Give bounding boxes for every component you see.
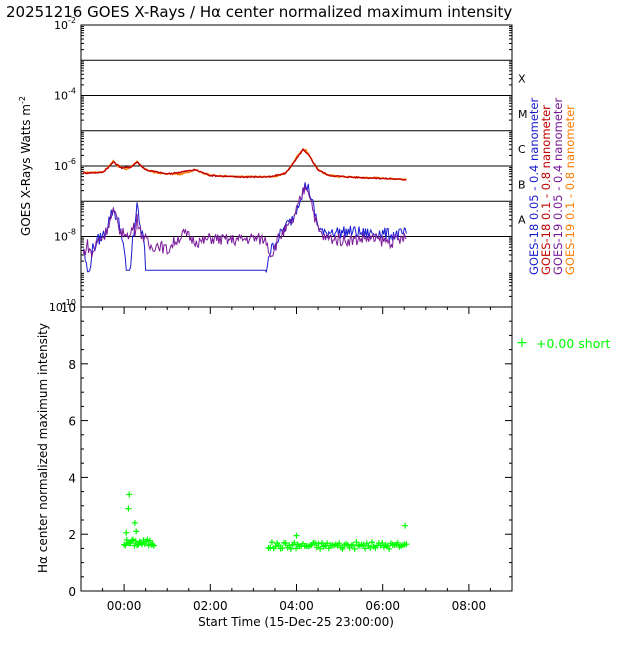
halpha-data-point: [282, 540, 289, 547]
halpha-y-tick-label: 6: [68, 415, 76, 429]
halpha-data-point: [368, 539, 375, 546]
halpha-data-point: [149, 541, 156, 548]
halpha-data-point: [128, 537, 135, 544]
halpha-y-axis-ticks: 0 2 4 6 8 10: [61, 301, 512, 599]
series-line-goes18_long: [82, 147, 407, 181]
halpha-data-point: [291, 539, 298, 546]
halpha-data-point: [336, 540, 343, 547]
halpha-data-point: [150, 542, 157, 549]
series-line-goes19_short: [82, 185, 407, 258]
flare-class-label: B: [518, 178, 526, 191]
series-line-goes19_long: [83, 148, 407, 181]
goes-legend-entry: GOES-19 0.1 - 0.8 nanometer: [563, 105, 577, 275]
halpha-data-point: [287, 545, 294, 552]
x-tick-label: 04:00: [279, 599, 314, 613]
halpha-data-point: [315, 540, 322, 547]
halpha-data-point: [131, 519, 138, 526]
halpha-data-point: [324, 540, 331, 547]
goes-series-lines: [82, 147, 407, 274]
halpha-data-point: [402, 522, 409, 529]
goes-y-tick-label: 10-4: [54, 87, 76, 103]
goes-y-tick-label: 10-6: [54, 157, 76, 173]
halpha-y-tick-label: 8: [68, 358, 76, 372]
halpha-y-axis-label: Hα center normalized maximum intensity: [36, 323, 50, 573]
halpha-data-point: [344, 541, 351, 548]
halpha-data-point: [123, 536, 130, 543]
flare-class-label: M: [518, 108, 528, 121]
flare-class-labels: X M C B A: [518, 73, 528, 227]
halpha-data-point: [313, 544, 320, 551]
halpha-data-point: [125, 505, 132, 512]
x-axis-label: Start Time (15-Dec-25 23:00:00): [198, 615, 394, 629]
flare-class-label: X: [518, 73, 526, 86]
halpha-data-point: [268, 539, 275, 546]
halpha-data-point: [394, 539, 401, 546]
halpha-data-point: [293, 532, 300, 539]
halpha-legend-marker: +: [516, 335, 528, 351]
chart-title: 20251216 GOES X-Rays / Hα center normali…: [6, 3, 512, 21]
halpha-data-point: [339, 545, 346, 552]
halpha-legend: + +0.00 short: [516, 335, 611, 351]
halpha-data-point: [386, 545, 393, 552]
halpha-panel: 0 2 4 6 8 10 00:00 02:00 04:00 06:00 08:00 Hα cen…: [36, 301, 611, 629]
halpha-y-tick-label: 2: [68, 528, 76, 542]
halpha-data-point: [126, 491, 133, 498]
halpha-legend-label: +0.00 short: [536, 336, 611, 351]
halpha-data-point: [146, 537, 153, 544]
x-tick-label: 08:00: [452, 599, 487, 613]
halpha-data-point: [279, 545, 286, 552]
halpha-data-point: [317, 545, 324, 552]
halpha-data-point: [318, 540, 325, 547]
halpha-y-tick-label: 0: [68, 585, 76, 599]
goes-y-tick-label: 10-2: [54, 16, 76, 32]
halpha-data-point: [267, 544, 274, 551]
goes-xray-panel: 10-2 10-4 10-6 10-8 10-10 X M C B A GOES X-Rays …: [18, 16, 577, 314]
halpha-data-point: [367, 544, 374, 551]
halpha-data-point: [293, 545, 300, 552]
goes-y-axis-label: GOES X-Rays Watts m-2: [18, 96, 33, 236]
x-tick-label: 00:00: [107, 599, 142, 613]
series-line-goes18_short: [82, 182, 407, 274]
goes-y-axis-ticks: 10-2 10-4 10-6 10-8 10-10: [49, 16, 512, 314]
goes-y-tick-label: 10-8: [54, 228, 76, 244]
halpha-data-point: [362, 545, 369, 552]
halpha-data-point: [272, 543, 279, 550]
halpha-scatter-points: [121, 491, 410, 553]
x-tick-label: 06:00: [365, 599, 400, 613]
flare-class-lines: [81, 59, 512, 237]
halpha-data-point: [351, 546, 358, 553]
halpha-data-point: [403, 541, 410, 548]
goes-y-tick-label: 10-10: [49, 298, 76, 314]
halpha-data-point: [349, 541, 356, 548]
goes-legend-entry: GOES-18 0.05 - 0.4 nanometer: [527, 98, 541, 276]
flare-class-label: A: [518, 214, 526, 227]
halpha-x-axis-ticks: 00:00 02:00 04:00 06:00 08:00: [102, 307, 491, 613]
halpha-y-tick-label: 4: [68, 471, 76, 485]
halpha-data-point: [134, 542, 141, 549]
halpha-data-point: [325, 545, 332, 552]
goes-legend-entry: GOES-18 0.1 - 0.8 nanometer: [539, 105, 553, 275]
halpha-data-point: [360, 541, 367, 548]
halpha-data-point: [275, 542, 282, 549]
halpha-data-point: [353, 539, 360, 546]
halpha-data-point: [121, 541, 128, 548]
goes-legend-entry: GOES-19 0.05 - 0.4 nanometer: [551, 98, 565, 276]
halpha-data-point: [133, 528, 140, 535]
flare-class-label: C: [518, 143, 526, 156]
halpha-data-point: [312, 540, 319, 547]
halpha-data-point: [379, 540, 386, 547]
halpha-y-tick-label: 10: [61, 301, 76, 315]
halpha-data-point: [123, 529, 130, 536]
halpha-data-point: [132, 538, 139, 545]
x-tick-label: 02:00: [193, 599, 228, 613]
